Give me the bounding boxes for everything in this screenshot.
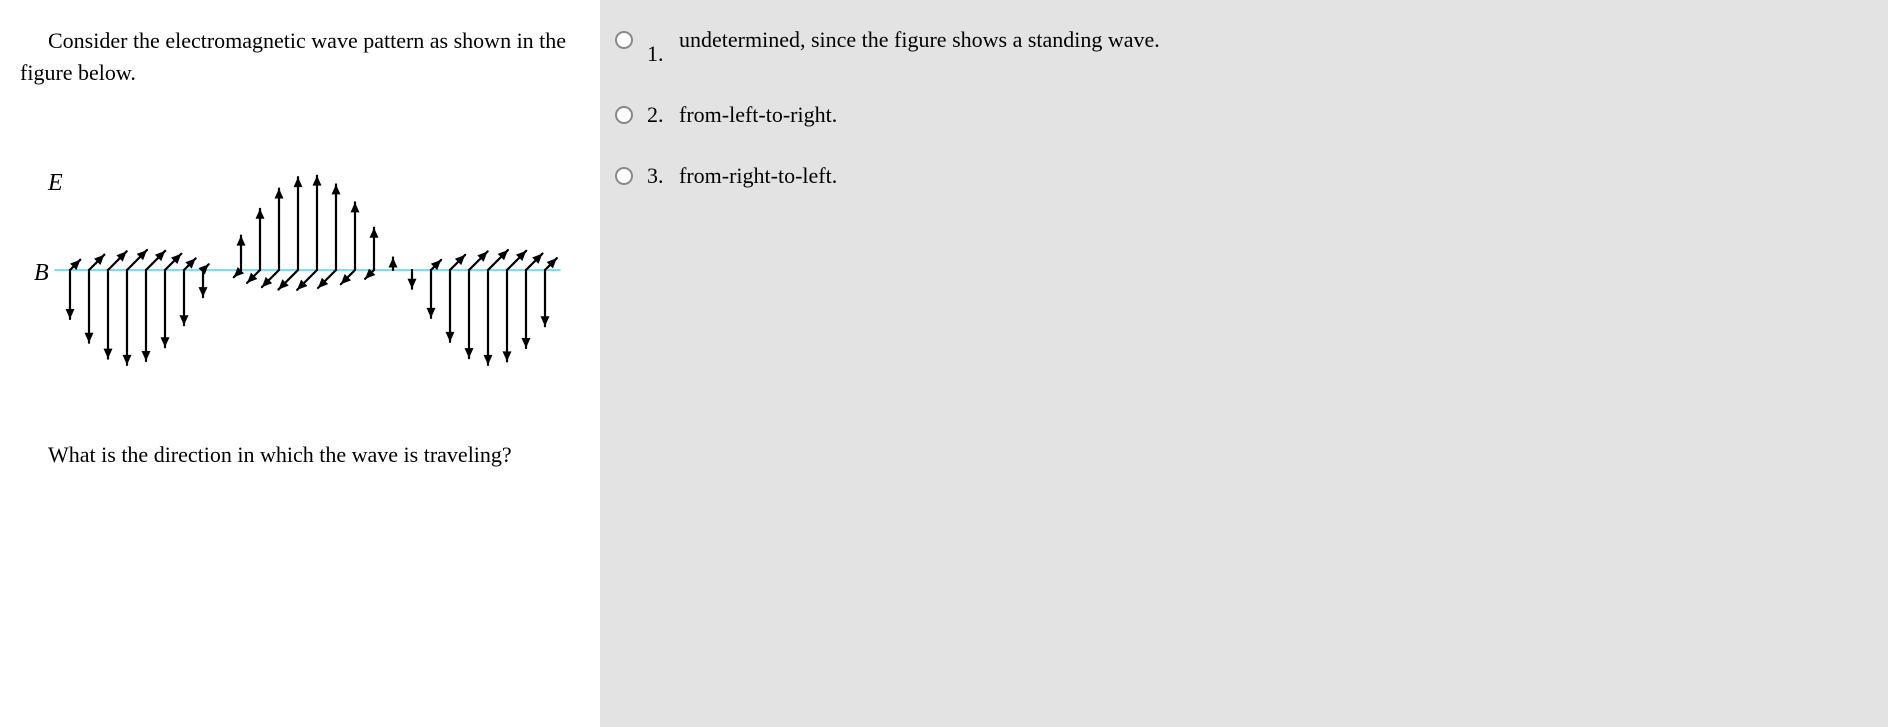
choice-3[interactable]: 3. from-right-to-left. (615, 161, 1863, 192)
choices-panel: 1. undetermined, since the figure shows … (600, 0, 1888, 727)
radio-icon[interactable] (615, 31, 633, 49)
radio-icon[interactable] (615, 167, 633, 185)
wave-svg: EB (20, 125, 580, 415)
prompt-text-1: Consider the electromagnetic wave patter… (20, 25, 580, 89)
radio-icon[interactable] (615, 106, 633, 124)
question-panel: Consider the electromagnetic wave patter… (0, 0, 600, 727)
choice-number: 1. (647, 25, 669, 70)
choice-number: 3. (647, 161, 669, 192)
choice-text: from-left-to-right. (679, 100, 837, 131)
choice-number: 2. (647, 100, 669, 131)
em-wave-figure: EB (20, 125, 580, 415)
choice-1[interactable]: 1. undetermined, since the figure shows … (615, 25, 1863, 70)
prompt-text-2: What is the direction in which the wave … (20, 439, 580, 471)
choice-text: undetermined, since the figure shows a s… (679, 25, 1160, 56)
choice-text: from-right-to-left. (679, 161, 837, 192)
choice-2[interactable]: 2. from-left-to-right. (615, 100, 1863, 131)
svg-text:E: E (47, 170, 63, 196)
svg-text:B: B (34, 260, 49, 286)
